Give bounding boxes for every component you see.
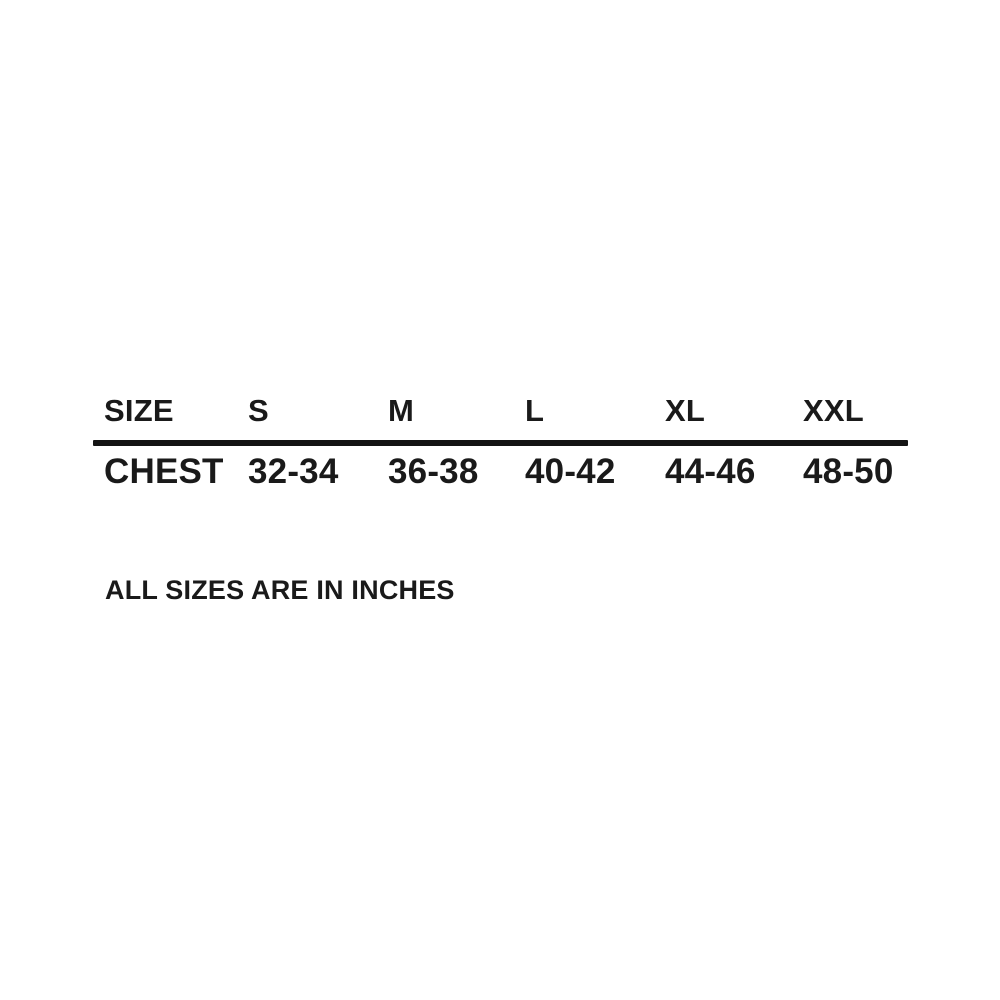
header-cell-l: L <box>525 393 545 428</box>
units-note: ALL SIZES ARE IN INCHES <box>105 575 455 605</box>
size-chart-table: SIZE S M L XL XXL CHEST 32-34 36-38 40-4… <box>93 394 908 491</box>
chest-value-m: 36-38 <box>388 452 479 491</box>
chest-value-xxl: 48-50 <box>803 452 894 491</box>
header-cell-xl: XL <box>665 393 706 428</box>
header-cell-m: M <box>388 393 415 428</box>
table-header-row: SIZE S M L XL XXL <box>93 394 908 428</box>
table-row-chest: CHEST 32-34 36-38 40-42 44-46 48-50 <box>93 453 908 491</box>
row-label-chest: CHEST <box>104 452 224 491</box>
header-cell-size: SIZE <box>104 393 174 428</box>
chest-value-s: 32-34 <box>248 452 339 491</box>
header-cell-xxl: XXL <box>803 393 864 428</box>
chest-value-l: 40-42 <box>525 452 616 491</box>
chest-value-xl: 44-46 <box>665 452 756 491</box>
header-cell-s: S <box>248 393 269 428</box>
table-divider-line <box>93 440 908 446</box>
